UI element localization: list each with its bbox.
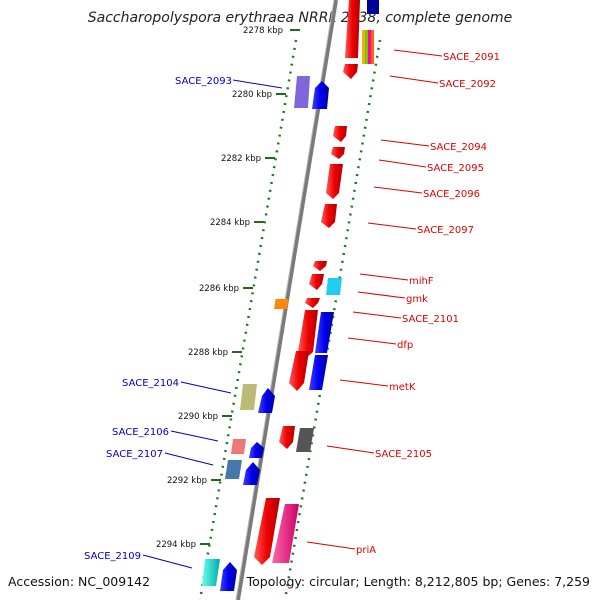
gene-sace-2093-purple[interactable] [294, 76, 310, 108]
gene-sace-2105[interactable] [296, 428, 314, 452]
gene-pria-red[interactable] [254, 498, 280, 565]
label-sace-2096[interactable]: SACE_2096 [423, 189, 480, 200]
gene-sace-2106-salmon[interactable] [231, 439, 246, 454]
gene-sace-2094[interactable] [333, 126, 347, 142]
gene-sace-2107[interactable] [243, 462, 260, 485]
gene-sace-2092[interactable] [343, 64, 358, 79]
right-leader-lines [306, 49, 443, 550]
tick-label-2282: 2282 kbp [221, 154, 261, 164]
gene-gmk[interactable] [326, 278, 342, 295]
label-dfp[interactable]: dfp [397, 340, 413, 351]
tick-track [198, 39, 298, 600]
gene-sace-2096[interactable] [326, 164, 343, 199]
label-sace-2091[interactable]: SACE_2091 [443, 52, 500, 63]
forward-genes [254, 0, 379, 565]
label-sace-2095[interactable]: SACE_2095 [427, 163, 484, 174]
label-sace-2104[interactable]: SACE_2104 [122, 378, 179, 389]
gene-sace-2093[interactable] [312, 81, 329, 109]
label-sace-2106[interactable]: SACE_2106 [112, 427, 169, 438]
label-pria[interactable]: priA [356, 545, 376, 556]
tick-label-2278: 2278 kbp [243, 26, 283, 36]
label-sace-2107[interactable]: SACE_2107 [106, 449, 163, 460]
tick-label-2288: 2288 kbp [188, 348, 228, 358]
feature-block-navy [367, 0, 379, 14]
tick-label-2294: 2294 kbp [156, 540, 196, 550]
gene-sace-2097[interactable] [321, 204, 337, 228]
gene-pria[interactable] [272, 504, 299, 563]
gene-metk[interactable] [309, 355, 328, 390]
label-sace-2092[interactable]: SACE_2092 [439, 79, 496, 90]
label-mihf[interactable]: mihF [409, 276, 434, 287]
gene-sace-2101[interactable] [274, 299, 289, 309]
feature-bar-green [365, 30, 368, 64]
accession-text: Accession: NC_009142 [8, 574, 151, 589]
gene-dfp-red[interactable] [298, 310, 318, 358]
gene-sace-2101-red[interactable] [305, 298, 320, 308]
topology-text: Topology: circular; Length: 8,212,805 bp… [246, 574, 590, 589]
gene-metk-red[interactable] [289, 351, 309, 391]
gene-mihf[interactable] [313, 261, 327, 271]
tick-label-2284: 2284 kbp [210, 218, 250, 228]
tick-label-2280: 2280 kbp [232, 90, 272, 100]
reverse-genes [202, 76, 329, 591]
feature-bar-magenta [368, 30, 371, 64]
gene-dfp[interactable] [315, 312, 334, 353]
feature-bar-red [371, 30, 374, 64]
label-sace-2093[interactable]: SACE_2093 [175, 76, 232, 87]
label-gmk[interactable]: gmk [406, 294, 428, 305]
gene-sace-2091[interactable] [345, 0, 360, 58]
label-metk[interactable]: metK [389, 382, 416, 393]
gene-gmk-red[interactable] [309, 274, 324, 290]
tick-label-2290: 2290 kbp [178, 412, 218, 422]
label-sace-2097[interactable]: SACE_2097 [417, 225, 474, 236]
gene-sace-2105-red[interactable] [279, 426, 295, 449]
gene-sace-2104[interactable] [258, 388, 275, 413]
feature-bar-orange [362, 30, 365, 64]
outer-track [283, 39, 382, 600]
gene-sace-2109-cyan[interactable] [202, 559, 220, 586]
tick-label-2292: 2292 kbp [167, 476, 207, 486]
gene-sace-2109[interactable] [220, 562, 237, 591]
gene-sace-2104-olive[interactable] [240, 384, 257, 410]
label-sace-2105[interactable]: SACE_2105 [375, 449, 432, 460]
tick-label-2286: 2286 kbp [199, 284, 239, 294]
label-sace-2094[interactable]: SACE_2094 [430, 142, 487, 153]
left-leader-lines [142, 79, 283, 569]
gene-sace-2107-steel[interactable] [225, 460, 242, 479]
tick-marks [200, 29, 300, 545]
label-sace-2109[interactable]: SACE_2109 [84, 551, 141, 562]
gene-sace-2095[interactable] [331, 147, 345, 159]
gene-sace-2106[interactable] [249, 442, 264, 458]
label-sace-2101[interactable]: SACE_2101 [402, 314, 459, 325]
map-title: Saccharopolyspora erythraea NRRL 2338, c… [87, 10, 513, 26]
